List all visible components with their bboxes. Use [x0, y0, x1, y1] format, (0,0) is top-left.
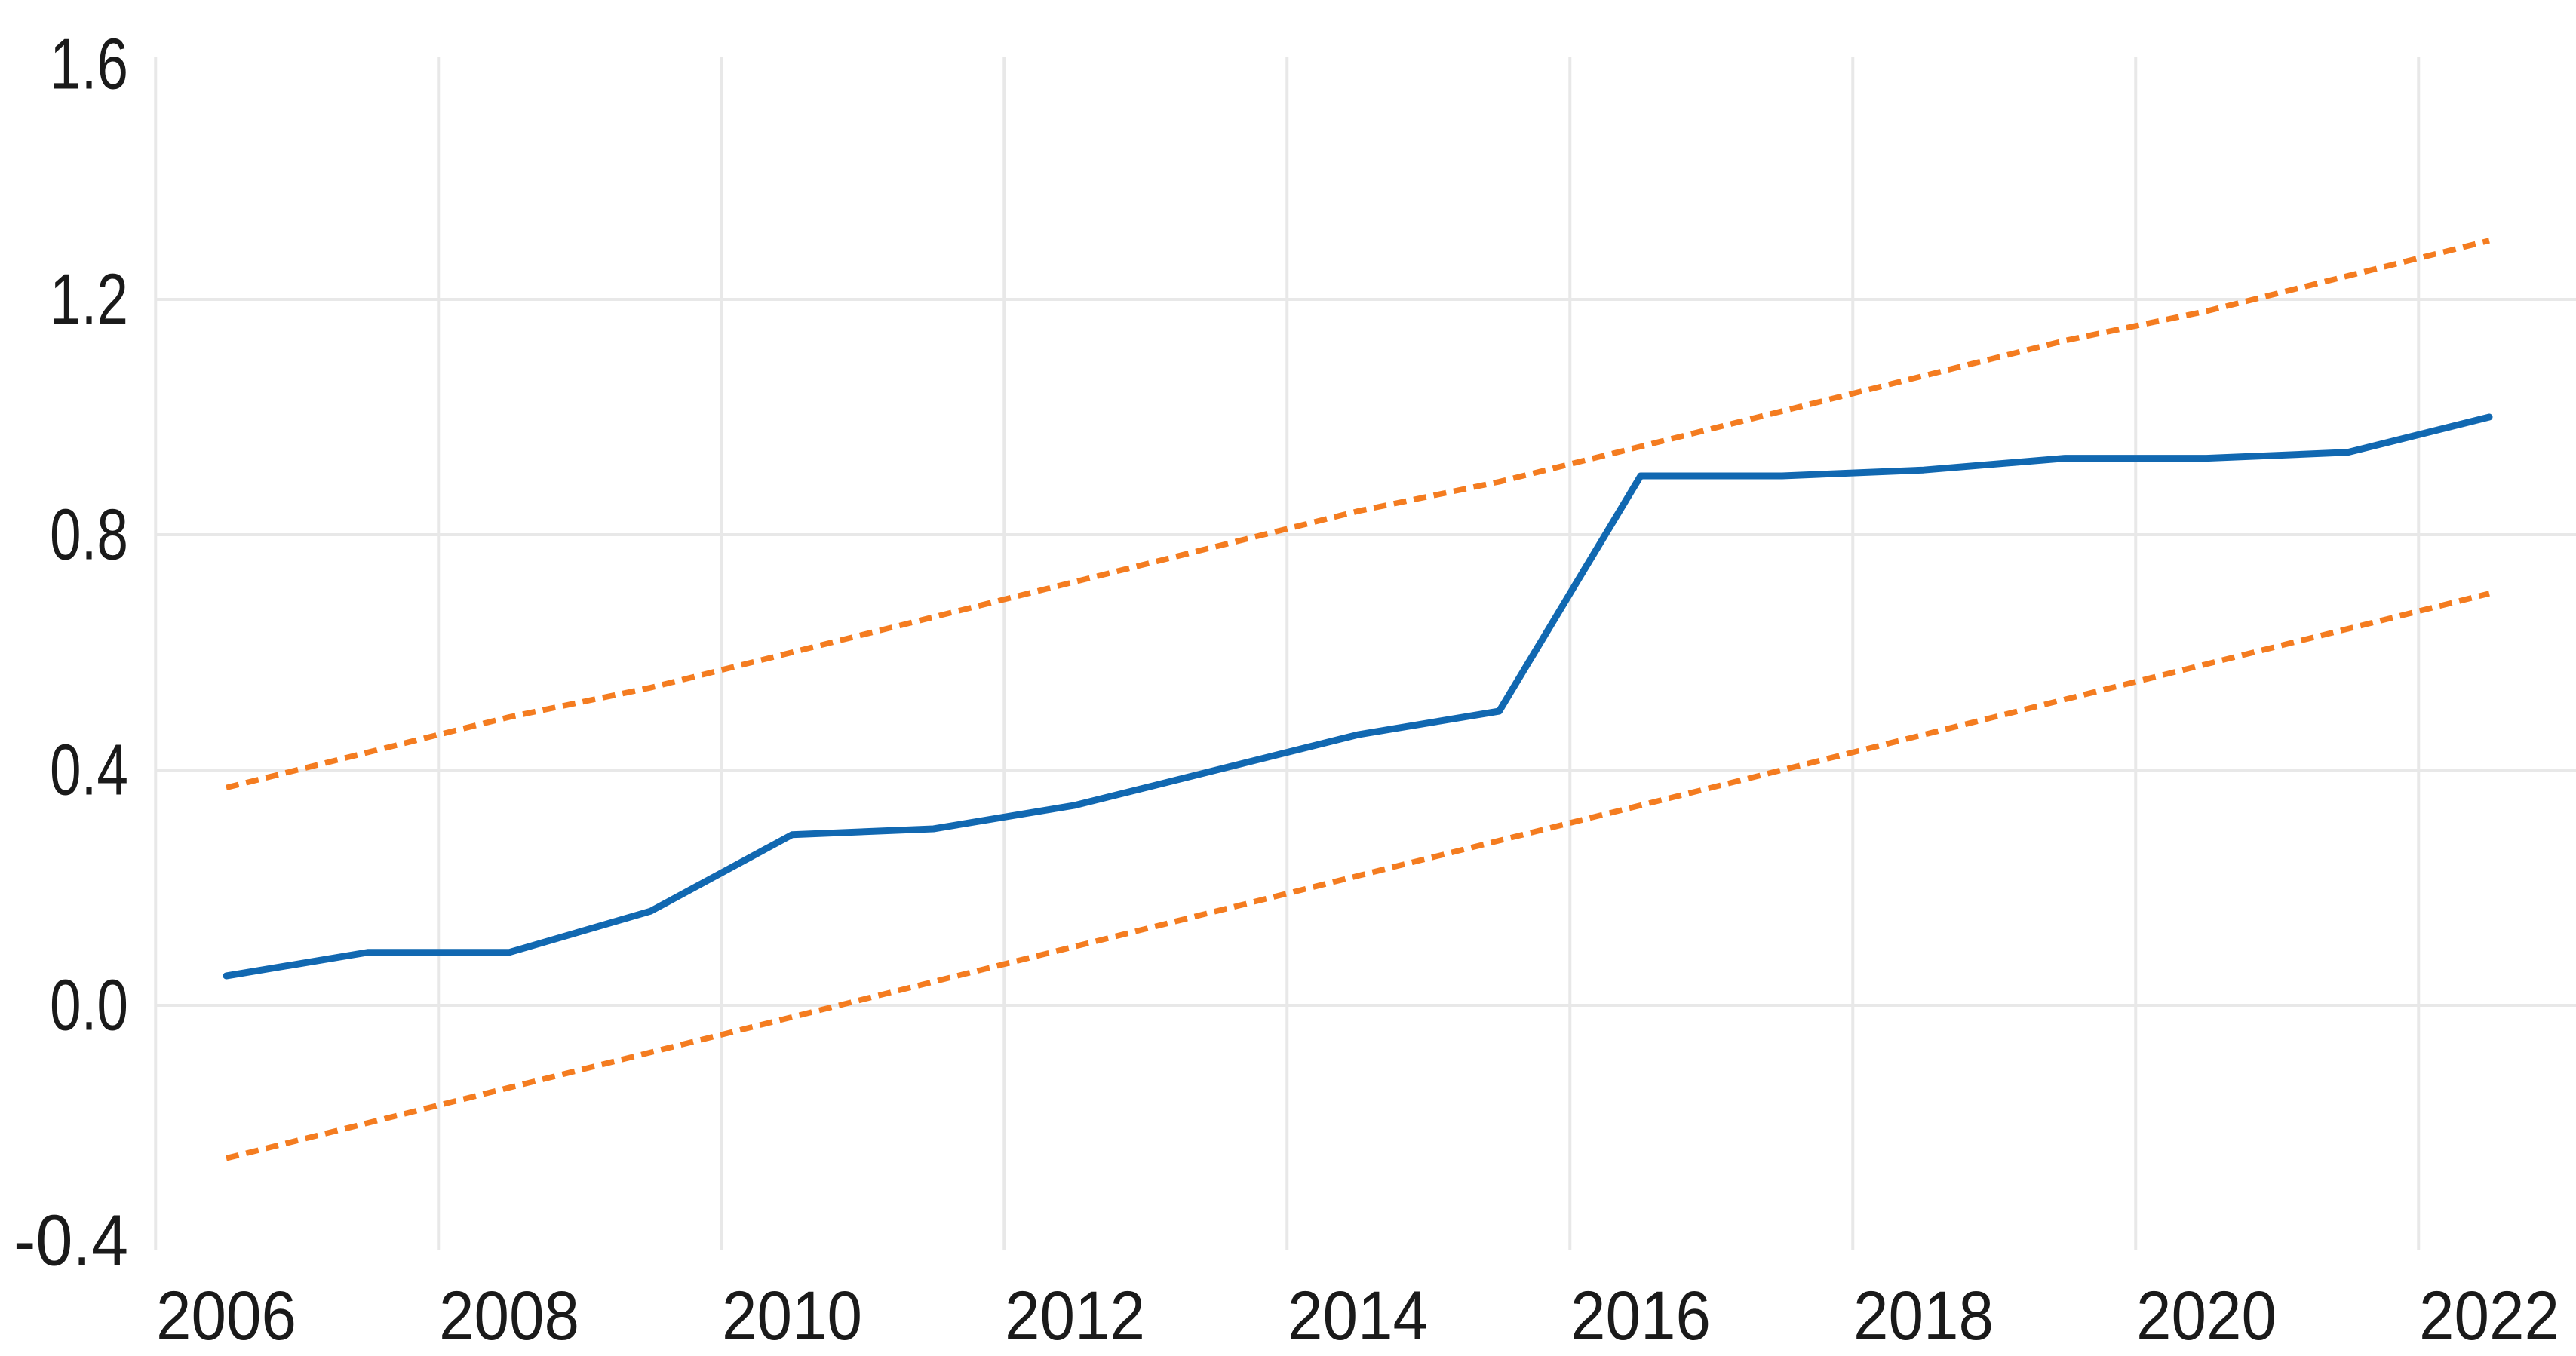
- x-axis: 2006 2008 2010 2012 2014 2016 2018 2020 2022: [156, 1278, 2559, 1354]
- x-axis-tick-label: 2006: [156, 1278, 296, 1354]
- y-axis-tick-label: -0.4: [14, 1201, 128, 1281]
- series-line-indicator: [223, 413, 2493, 980]
- series-line-lower-bound: [226, 591, 2490, 1161]
- x-axis-tick-label: 2008: [439, 1278, 579, 1354]
- x-axis-tick-label: 2022: [2419, 1278, 2559, 1354]
- x-axis-tick-label: 2020: [2136, 1278, 2277, 1354]
- x-axis-tick-label: 2010: [722, 1278, 862, 1354]
- y-axis-tick-label: 0.4: [50, 730, 128, 811]
- x-axis-tick-label: 2018: [1853, 1278, 1994, 1354]
- x-axis-tick-label: 2012: [1005, 1278, 1145, 1354]
- series-line-upper-bound: [226, 238, 2490, 791]
- y-axis-tick-label: 0.0: [50, 965, 128, 1046]
- gridlines: [154, 57, 2576, 1250]
- y-axis: 1.6 1.2 0.8 0.4 0.0 -0.4: [14, 24, 128, 1281]
- x-axis-tick-label: 2016: [1570, 1278, 1711, 1354]
- y-axis-tick-label: 1.2: [50, 259, 128, 340]
- y-axis-tick-label: 0.8: [50, 495, 128, 575]
- y-axis-tick-label: 1.6: [50, 24, 128, 105]
- x-axis-tick-label: 2014: [1288, 1278, 1428, 1354]
